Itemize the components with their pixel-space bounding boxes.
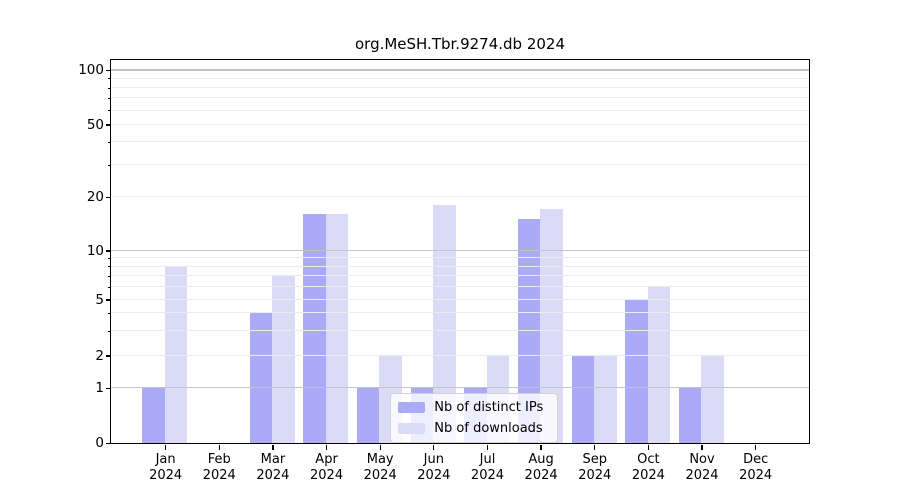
bars-layer — [111, 60, 808, 443]
legend-item-downloads: Nb of downloads — [398, 419, 550, 438]
y-tick-label-5: 5 — [95, 291, 104, 308]
x-tick-mark-mar — [272, 445, 274, 450]
y-minor-tick-mark-50 — [107, 124, 111, 126]
y-tick-mark-0 — [105, 442, 111, 445]
x-tick-mark-aug — [540, 445, 542, 450]
x-tick-mark-sep — [594, 445, 596, 450]
y-minor-tick-mark-5 — [107, 299, 111, 301]
y-tick-label-10: 10 — [86, 242, 104, 259]
y-tick-mark-10 — [105, 250, 111, 252]
bar-downloads-sep-2024 — [594, 355, 617, 443]
y-tick-label-1: 1 — [95, 380, 104, 396]
bar-ips-jan-2024 — [142, 387, 165, 443]
y-minor-tick-mark-3 — [107, 330, 111, 332]
y-tick-label-0: 0 — [95, 435, 104, 451]
y-minor-tick-mark-7 — [107, 275, 111, 277]
legend-item-distinct-ips: Nb of distinct IPs — [398, 398, 550, 417]
y-minor-tick-mark-20 — [107, 197, 111, 198]
bar-downloads-jan-2024 — [164, 266, 188, 443]
x-tick-label-apr: Apr 2024 — [310, 452, 344, 483]
x-tick-label-oct: Oct 2024 — [631, 452, 665, 483]
bar-ips-oct-2024 — [625, 299, 648, 443]
x-tick-label-jun: Jun 2024 — [417, 452, 451, 483]
x-tick-label-may: May 2024 — [363, 452, 397, 483]
y-minor-tick-mark-8 — [107, 266, 111, 268]
x-tick-label-jul: Jul 2024 — [470, 452, 505, 483]
y-minor-tick-mark-40 — [107, 142, 111, 144]
y-minor-tick-mark-60 — [107, 110, 111, 112]
bar-downloads-apr-2024 — [325, 214, 349, 443]
y-tick-label-50: 50 — [86, 116, 104, 133]
bar-downloads-mar-2024 — [272, 275, 295, 443]
x-tick-mark-may — [379, 445, 381, 450]
y-minor-tick-mark-2 — [107, 355, 111, 357]
x-tick-label-nov: Nov 2024 — [685, 452, 719, 483]
x-tick-mark-dec — [755, 445, 757, 450]
plot-area: Nb of distinct IPs Nb of downloads — [110, 59, 810, 444]
x-tick-label-aug: Aug 2024 — [524, 452, 558, 483]
y-minor-tick-mark-90 — [107, 78, 111, 80]
bar-ips-may-2024 — [356, 387, 380, 443]
x-tick-mark-jul — [486, 445, 489, 450]
bar-downloads-oct-2024 — [647, 286, 671, 443]
x-tick-mark-oct — [647, 445, 650, 450]
legend-swatch-downloads — [398, 422, 426, 434]
x-tick-label-sep: Sep 2024 — [578, 452, 612, 483]
bar-downloads-aug-2024 — [540, 209, 563, 443]
x-tick-label-mar: Mar 2024 — [256, 452, 290, 483]
x-tick-mark-apr — [325, 445, 328, 450]
y-tick-label-20: 20 — [86, 189, 104, 205]
y-minor-tick-mark-6 — [107, 286, 111, 288]
y-minor-tick-mark-4 — [107, 313, 111, 315]
y-minor-tick-mark-9 — [107, 257, 111, 259]
bar-ips-apr-2024 — [303, 214, 326, 443]
legend: Nb of distinct IPs Nb of downloads — [390, 392, 559, 443]
y-minor-tick-mark-70 — [107, 98, 111, 100]
legend-swatch-distinct-ips — [398, 401, 426, 413]
legend-label-distinct-ips: Nb of distinct IPs — [434, 399, 544, 415]
bar-ips-mar-2024 — [249, 312, 273, 443]
bar-downloads-nov-2024 — [701, 355, 724, 443]
chart-title: org.MeSH.Tbr.9274.db 2024 — [354, 35, 565, 53]
y-tick-mark-1 — [105, 387, 111, 390]
x-tick-mark-nov — [701, 445, 703, 450]
x-tick-mark-jan — [164, 445, 167, 450]
y-minor-tick-mark-30 — [107, 164, 111, 166]
x-tick-label-dec: Dec 2024 — [739, 452, 773, 483]
bar-downloads-jun-2024 — [433, 204, 456, 443]
y-minor-tick-mark-80 — [107, 87, 111, 89]
x-tick-mark-jun — [433, 445, 435, 450]
legend-label-downloads: Nb of downloads — [434, 420, 543, 436]
bar-ips-sep-2024 — [571, 355, 595, 443]
x-tick-label-jan: Jan 2024 — [149, 452, 183, 483]
x-tick-label-feb: Feb 2024 — [202, 452, 236, 483]
y-tick-label-2: 2 — [95, 347, 104, 364]
y-tick-label-100: 100 — [78, 62, 104, 79]
x-tick-mark-feb — [218, 445, 220, 450]
bar-ips-nov-2024 — [678, 387, 702, 443]
y-tick-mark-100 — [105, 70, 111, 72]
